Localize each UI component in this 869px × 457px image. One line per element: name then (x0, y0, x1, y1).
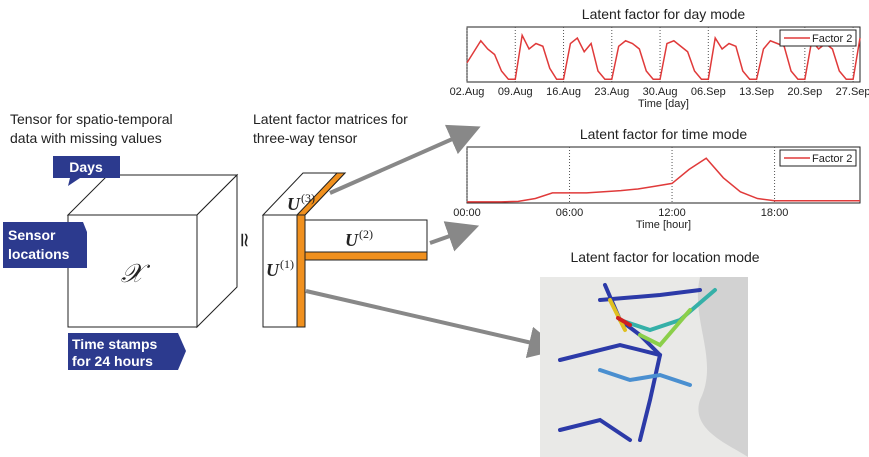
chart-title: Latent factor for day mode (582, 6, 746, 22)
x-tick-label: 20.Sep (787, 86, 822, 98)
chart-title: Latent factor for time mode (580, 126, 748, 142)
callout-label: for 24 hours (72, 353, 153, 369)
matrix-label: (1) (280, 257, 294, 271)
map-image (540, 277, 748, 457)
x-tick-label: 23.Aug (594, 86, 629, 98)
x-tick-label: 13.Sep (739, 86, 774, 98)
matrix-label: (3) (301, 191, 315, 205)
x-tick-label: 02.Aug (450, 86, 485, 98)
callout-label: Sensor (8, 227, 56, 243)
callout-label: Days (69, 159, 103, 175)
matrix-label: (2) (359, 227, 373, 241)
x-tick-label: 30.Aug (643, 86, 678, 98)
caption: three-way tensor (253, 130, 358, 146)
matrix-label: U (345, 230, 359, 250)
x-tick-label: 06:00 (556, 207, 584, 219)
callout-label: locations (8, 246, 70, 262)
legend-label: Factor 2 (812, 153, 852, 165)
x-tick-label: 00:00 (453, 207, 481, 219)
approx-symbol: ≃ (233, 232, 255, 249)
tensor-cube (68, 175, 237, 327)
matrix-label: U (266, 260, 280, 280)
caption: Tensor for spatio-temporal (10, 111, 173, 127)
x-tick-label: 16.Aug (546, 86, 581, 98)
caption: data with missing values (10, 130, 162, 146)
x-axis-label: Time [day] (638, 98, 689, 110)
matrix-label: U (287, 194, 301, 214)
x-tick-label: 27.Sep (836, 86, 869, 98)
caption: Latent factor matrices for (253, 111, 408, 127)
x-tick-label: 09.Aug (498, 86, 533, 98)
diagram: Tensor for spatio-temporal data with mis… (0, 0, 869, 457)
legend-label: Factor 2 (812, 33, 852, 45)
x-tick-label: 12:00 (658, 207, 686, 219)
x-axis-label: Time [hour] (636, 219, 691, 231)
x-tick-label: 06.Sep (691, 86, 726, 98)
map-title: Latent factor for location mode (570, 249, 759, 265)
x-tick-label: 18:00 (761, 207, 789, 219)
callout-label: Time stamps (72, 336, 158, 352)
